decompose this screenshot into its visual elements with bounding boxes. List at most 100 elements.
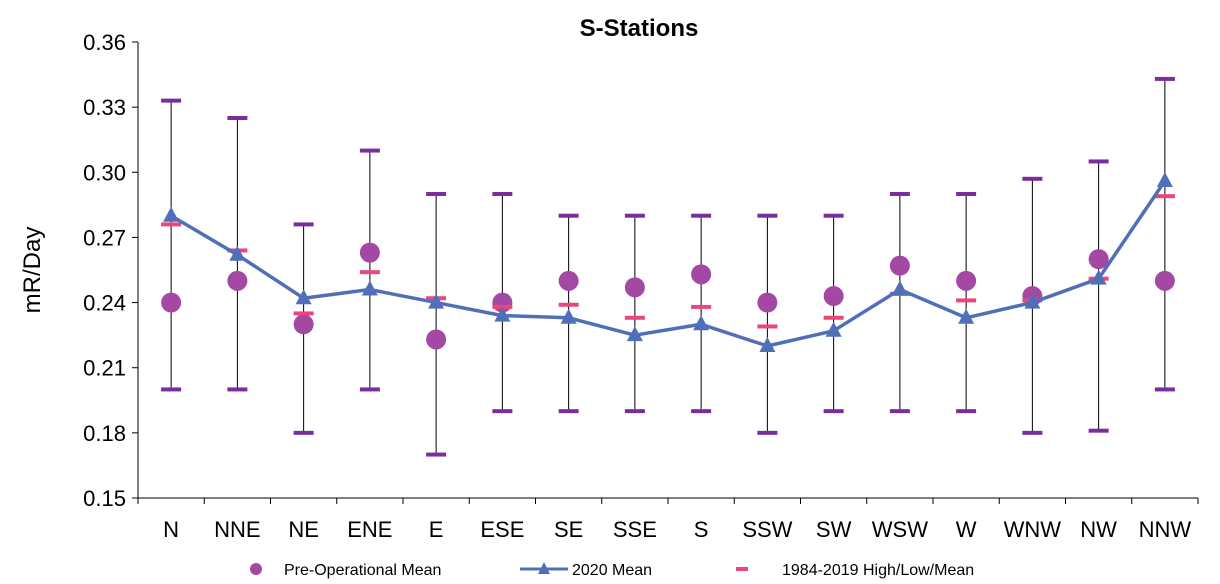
historical-low-marker xyxy=(956,409,977,414)
historical-low-marker xyxy=(889,409,910,414)
historical-low-marker xyxy=(1088,428,1109,433)
historical-mean-marker xyxy=(558,302,579,307)
legend-pre-operational-label: Pre-Operational Mean xyxy=(284,562,441,579)
chart-title: S-Stations xyxy=(580,15,699,42)
historical-low-marker xyxy=(691,409,712,414)
legend: Pre-Operational Mean 2020 Mean 1984-2019 H… xyxy=(250,562,974,579)
x-tick-label: ENE xyxy=(347,517,392,542)
mean-2020-point xyxy=(1156,171,1173,187)
historical-low-marker xyxy=(1022,430,1043,435)
pre-operational-mean-point xyxy=(624,277,645,298)
historical-mean-marker xyxy=(359,270,380,275)
pre-operational-mean-point xyxy=(956,270,977,291)
x-tick-label: WNW xyxy=(1004,517,1062,542)
mean-2020-point xyxy=(295,289,312,305)
x-tick-label: SE xyxy=(554,517,583,542)
mean-2020-point xyxy=(163,206,180,222)
historical-high-marker xyxy=(227,116,248,120)
mean-2020-point xyxy=(494,306,511,322)
historical-low-marker xyxy=(359,387,380,392)
mean-2020-point xyxy=(759,337,776,352)
legend-pre-operational-marker xyxy=(250,563,262,575)
mean-2020-point xyxy=(560,308,577,324)
historical-high-marker xyxy=(161,98,182,103)
historical-high-marker xyxy=(1088,159,1109,164)
historical-high-marker xyxy=(558,213,579,218)
pre-operational-mean-point xyxy=(426,329,447,350)
historical-mean-marker xyxy=(1154,194,1175,199)
pre-operational-mean-point xyxy=(161,292,182,313)
y-tick-label: 0.15 xyxy=(83,486,126,511)
historical-low-marker xyxy=(757,430,778,435)
legend-historical-marker xyxy=(736,567,748,571)
y-tick-label: 0.36 xyxy=(83,30,126,55)
mean-2020-point xyxy=(693,315,710,331)
x-tick-label: N xyxy=(163,517,179,542)
mean-2020-line xyxy=(170,179,1167,348)
historical-high-marker xyxy=(823,213,844,218)
mean-2020-point xyxy=(958,308,975,324)
historical-high-marker xyxy=(757,213,778,218)
mean-2020-point xyxy=(361,280,378,296)
pre-operational-mean-point xyxy=(227,270,248,291)
historical-high-marker xyxy=(956,192,977,196)
mean-2020-point xyxy=(626,326,643,342)
historical-mean-marker xyxy=(956,298,977,303)
historical-low-marker xyxy=(161,387,182,392)
pre-operational-mean-point xyxy=(691,264,712,285)
x-tick-label: WSW xyxy=(872,517,928,542)
legend-historical-label: 1984-2019 High/Low/Mean xyxy=(782,562,974,579)
pre-operational-mean-point xyxy=(1154,270,1175,291)
x-tick-label: NW xyxy=(1080,517,1117,542)
historical-low-marker xyxy=(823,409,844,414)
historical-low-marker xyxy=(624,409,645,414)
y-tick-label: 0.21 xyxy=(83,356,126,381)
x-tick-label: SSE xyxy=(613,517,657,542)
x-tick-label: SW xyxy=(816,517,852,542)
y-tick-label: 0.18 xyxy=(83,421,126,446)
mean-2020-point xyxy=(891,280,908,296)
mean-2020-point xyxy=(1090,269,1107,285)
historical-low-marker xyxy=(227,387,248,392)
historical-high-marker xyxy=(426,192,447,196)
pre-operational-mean-point xyxy=(889,255,910,276)
historical-mean-marker xyxy=(161,222,182,227)
historical-mean-marker xyxy=(624,315,645,320)
y-tick-label: 0.27 xyxy=(83,225,126,250)
x-tick-label: S xyxy=(694,517,709,542)
x-tick-label: ESE xyxy=(480,517,524,542)
legend-2020-marker xyxy=(538,562,550,574)
y-axis-label: mR/Day xyxy=(19,227,46,314)
x-tick-label: E xyxy=(429,517,444,542)
y-tick-label: 0.33 xyxy=(83,95,126,120)
historical-low-marker xyxy=(1154,387,1175,392)
historical-high-marker xyxy=(1154,76,1175,81)
historical-high-marker xyxy=(359,148,380,153)
historical-high-marker xyxy=(624,213,645,218)
historical-low-marker xyxy=(492,409,513,414)
x-tick-label: SSW xyxy=(742,517,792,542)
historical-mean-marker xyxy=(757,324,778,329)
x-tick-label: NNW xyxy=(1139,517,1192,542)
pre-operational-mean-point xyxy=(293,314,314,335)
historical-mean-marker xyxy=(293,311,314,316)
historical-high-marker xyxy=(293,222,314,227)
x-tick-label: NNE xyxy=(214,517,260,542)
y-tick-label: 0.24 xyxy=(83,291,126,316)
pre-operational-mean-point xyxy=(359,242,380,263)
historical-low-marker xyxy=(293,430,314,435)
x-tick-label: NE xyxy=(288,517,319,542)
legend-2020-label: 2020 Mean xyxy=(572,562,652,579)
historical-low-marker xyxy=(558,409,579,414)
mean-2020-point xyxy=(1024,293,1041,309)
mean-2020-point xyxy=(229,245,246,261)
pre-operational-mean-point xyxy=(757,292,778,313)
historical-high-marker xyxy=(1022,176,1043,181)
historical-high-marker xyxy=(691,213,712,218)
y-tick-label: 0.30 xyxy=(83,160,126,185)
plot-area: 0.150.180.210.240.270.300.330.36N NNE NE EN… xyxy=(83,30,1199,542)
historical-high-marker xyxy=(492,192,513,196)
pre-operational-mean-point xyxy=(558,270,579,291)
mean-2020-point xyxy=(825,321,842,337)
